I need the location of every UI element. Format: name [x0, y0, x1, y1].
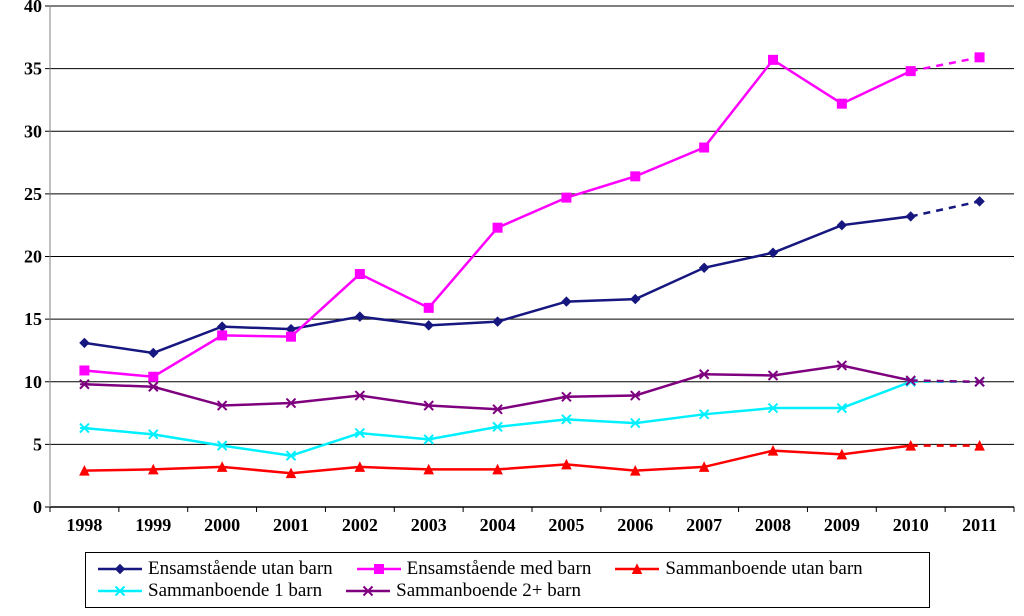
y-tick-label: 40	[24, 0, 42, 16]
x-tick-label: 2007	[686, 515, 722, 535]
square-marker	[80, 366, 89, 375]
y-tick-label: 10	[24, 372, 42, 392]
legend-label: Ensamstående med barn	[407, 558, 592, 580]
legend-swatch-ensamstaende_med_barn	[355, 559, 403, 579]
x-tick-label: 1999	[135, 515, 171, 535]
x-tick-label: 2006	[617, 515, 653, 535]
legend: Ensamstående utan barn Ensamstående med b…	[85, 552, 930, 608]
x-tick-label: 2001	[273, 515, 309, 535]
x-tick-label: 2000	[204, 515, 240, 535]
legend-swatch-sammanboende_2plus_barn	[344, 581, 392, 601]
x-tick-label: 2005	[548, 515, 584, 535]
legend-swatch-sammanboende_utan_barn	[613, 559, 661, 579]
square-marker	[562, 193, 571, 202]
legend-item-sammanboende_1_barn: Sammanboende 1 barn	[96, 580, 322, 602]
square-marker	[355, 270, 364, 279]
y-tick-label: 25	[24, 184, 42, 204]
x-tick-label: 1998	[66, 515, 102, 535]
y-tick-label: 15	[24, 309, 42, 329]
legend-label: Sammanboende utan barn	[665, 558, 862, 580]
legend-row: Sammanboende 1 barn Sammanboende 2+ barn	[96, 580, 919, 602]
square-marker	[287, 332, 296, 341]
legend-label: Sammanboende 1 barn	[148, 580, 322, 602]
square-marker	[631, 172, 640, 181]
x-tick-label: 2004	[480, 515, 516, 535]
square-marker	[424, 303, 433, 312]
legend-item-ensamstaende_utan_barn: Ensamstående utan barn	[96, 558, 333, 580]
legend-label: Sammanboende 2+ barn	[396, 580, 581, 602]
line-chart: 0 5 10 15 20 25 30 35 40 1998 1999 2000 2001 2002 2003…	[0, 0, 1024, 616]
square-marker	[975, 53, 984, 62]
square-marker	[700, 143, 709, 152]
square-marker	[149, 372, 158, 381]
y-tick-label: 0	[33, 497, 42, 517]
x-tick-label: 2003	[411, 515, 447, 535]
legend-item-sammanboende_2plus_barn: Sammanboende 2+ barn	[344, 580, 581, 602]
legend-item-sammanboende_utan_barn: Sammanboende utan barn	[613, 558, 862, 580]
square-marker	[769, 55, 778, 64]
x-tick-label: 2002	[342, 515, 378, 535]
legend-swatch-sammanboende_1_barn	[96, 581, 144, 601]
y-tick-label: 20	[24, 247, 42, 267]
x-tick-label: 2009	[824, 515, 860, 535]
x-tick-label: 2010	[893, 515, 929, 535]
y-tick-label: 30	[24, 121, 42, 141]
square-marker	[218, 331, 227, 340]
square-marker	[906, 67, 915, 76]
chart-svg: 0 5 10 15 20 25 30 35 40 1998 1999 2000 2001 2002 2003…	[0, 0, 1024, 616]
legend-swatch-ensamstaende_utan_barn	[96, 559, 144, 579]
x-tick-label: 2008	[755, 515, 791, 535]
legend-label: Ensamstående utan barn	[148, 558, 333, 580]
y-tick-label: 35	[24, 59, 42, 79]
legend-row: Ensamstående utan barn Ensamstående med b…	[96, 558, 919, 580]
square-marker	[493, 223, 502, 232]
x-tick-label: 2011	[962, 515, 997, 535]
y-tick-label: 5	[33, 434, 42, 454]
square-marker	[837, 99, 846, 108]
legend-item-ensamstaende_med_barn: Ensamstående med barn	[355, 558, 592, 580]
